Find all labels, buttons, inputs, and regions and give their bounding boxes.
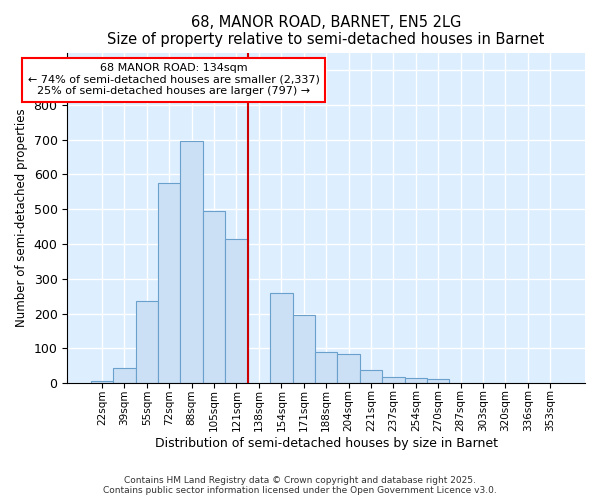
Bar [315,352,337,383]
Bar [293,316,315,383]
Bar [382,377,404,383]
Title: 68, MANOR ROAD, BARNET, EN5 2LG
Size of property relative to semi-detached house: 68, MANOR ROAD, BARNET, EN5 2LG Size of … [107,15,545,48]
Bar [404,378,427,383]
Bar [225,239,248,383]
Text: 68 MANOR ROAD: 134sqm
← 74% of semi-detached houses are smaller (2,337)
25% of s: 68 MANOR ROAD: 134sqm ← 74% of semi-deta… [28,63,320,96]
Bar [337,354,360,383]
Bar [360,370,382,383]
Bar [427,378,449,383]
Bar [113,368,136,383]
Y-axis label: Number of semi-detached properties: Number of semi-detached properties [15,108,28,327]
Bar [91,380,113,383]
Bar [136,302,158,383]
Bar [181,142,203,383]
Bar [270,292,293,383]
Bar [158,183,181,383]
X-axis label: Distribution of semi-detached houses by size in Barnet: Distribution of semi-detached houses by … [155,437,497,450]
Bar [203,211,225,383]
Text: Contains HM Land Registry data © Crown copyright and database right 2025.
Contai: Contains HM Land Registry data © Crown c… [103,476,497,495]
